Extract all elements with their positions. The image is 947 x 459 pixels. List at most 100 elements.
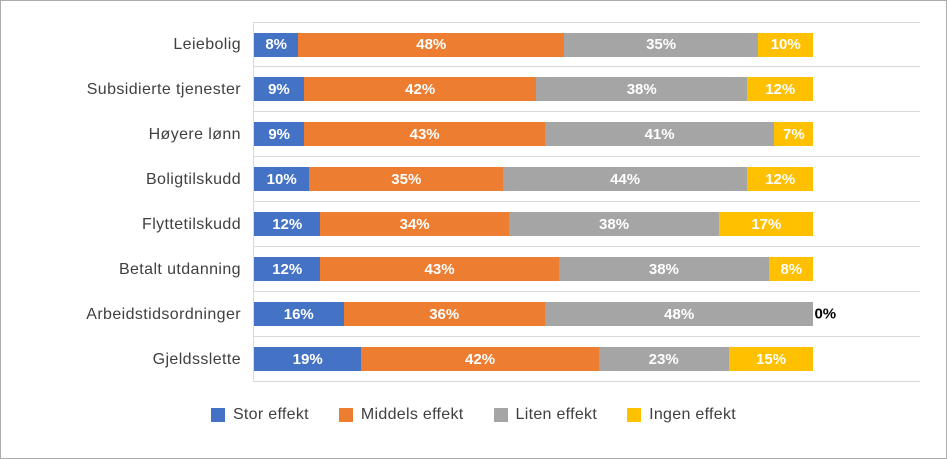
- value-label: 38%: [626, 80, 657, 98]
- legend: Stor effekt Middels effekt Liten effekt Ing…: [1, 406, 946, 424]
- value-label: 41%: [644, 125, 675, 143]
- bar-segment: 42%: [303, 77, 537, 101]
- bar-segment: 35%: [564, 32, 759, 57]
- stacked-bar: 19% 42% 23% 15%: [254, 347, 814, 371]
- value-label: 42%: [465, 350, 496, 368]
- value-label: 48%: [664, 305, 695, 323]
- legend-swatch-icon: [493, 408, 508, 422]
- bar-segment: 7%: [774, 122, 814, 146]
- value-label: 36%: [429, 305, 460, 323]
- stacked-bar: 12% 34% 38% 17%: [254, 212, 814, 236]
- category-label: Subsidierte tjenester: [86, 80, 241, 98]
- bar-segment: 16%: [254, 302, 344, 326]
- value-label-zero: 0%: [814, 305, 837, 323]
- chart-row: Arbeidstidsordninger 16% 36% 48% 0%: [1, 292, 946, 337]
- bar-segment: 10%: [758, 32, 814, 57]
- legend-swatch-icon: [627, 408, 642, 422]
- bar-segment: 42%: [361, 347, 599, 371]
- value-label: 16%: [283, 305, 314, 323]
- bar-track: 10% 35% 44% 12%: [253, 157, 920, 202]
- value-label: 9%: [268, 125, 291, 143]
- value-label: 44%: [610, 170, 641, 188]
- category-label: Boligtilskudd: [145, 170, 241, 188]
- bar-segment: 36%: [343, 302, 545, 326]
- bar-segment: 23%: [598, 347, 729, 371]
- value-label: 9%: [268, 80, 290, 98]
- chart-row: Subsidierte tjenester 9% 42% 38% 12%: [1, 67, 946, 112]
- chart-row: Boligtilskudd 10% 35% 44% 12%: [1, 157, 946, 202]
- value-label: 8%: [780, 260, 803, 278]
- legend-swatch-icon: [338, 408, 353, 422]
- category-label: Leiebolig: [173, 35, 241, 53]
- chart-row: Gjeldsslette 19% 42% 23% 15%: [1, 337, 946, 382]
- value-label: 43%: [424, 260, 455, 278]
- value-label: 19%: [292, 350, 323, 368]
- category-label: Høyere lønn: [148, 125, 241, 143]
- value-label: 10%: [770, 36, 801, 53]
- category-label: Flyttetilskudd: [142, 215, 241, 233]
- chart-row: Høyere lønn 9% 43% 41% 7%: [1, 112, 946, 157]
- value-label: 12%: [765, 80, 796, 98]
- value-label: 12%: [272, 260, 303, 278]
- stacked-bar: 12% 43% 38% 8%: [254, 257, 814, 281]
- bar-track: 16% 36% 48% 0%: [253, 292, 920, 337]
- stacked-bar: 8% 48% 35% 10%: [254, 32, 814, 57]
- stacked-bar: 9% 42% 38% 12%: [254, 77, 814, 101]
- bar-segment: 10%: [254, 167, 310, 191]
- value-label: 34%: [399, 215, 430, 233]
- legend-swatch-icon: [210, 408, 225, 422]
- stacked-bar: 9% 43% 41% 7%: [254, 122, 814, 146]
- value-label: 10%: [266, 170, 297, 188]
- stacked-bar: 16% 36% 48% 0%: [254, 302, 836, 326]
- category-label: Betalt utdanning: [118, 260, 241, 278]
- value-label: 12%: [272, 215, 303, 233]
- bar-track: 19% 42% 23% 15%: [253, 337, 920, 382]
- value-label: 35%: [646, 36, 677, 53]
- bar-track: 12% 43% 38% 8%: [253, 247, 920, 292]
- chart-row: Betalt utdanning 12% 43% 38% 8%: [1, 247, 946, 292]
- legend-item: Stor effekt: [210, 406, 309, 424]
- category-label: Arbeidstidsordninger: [86, 305, 241, 323]
- legend-item: Liten effekt: [493, 406, 598, 424]
- bar-segment: 12%: [746, 77, 814, 101]
- bar-segment: 35%: [309, 167, 504, 191]
- value-label: 23%: [648, 350, 679, 368]
- value-label: 17%: [751, 215, 782, 233]
- bar-segment: 8%: [769, 257, 814, 281]
- bar-segment: 9%: [254, 122, 305, 146]
- stacked-bar: 10% 35% 44% 12%: [254, 167, 814, 191]
- bar-segment: 17%: [719, 212, 814, 236]
- bar-segment: 34%: [320, 212, 509, 236]
- value-label: 38%: [648, 260, 679, 278]
- value-label: 38%: [599, 215, 630, 233]
- bar-segment: 12%: [746, 167, 814, 191]
- bar-segment: 44%: [503, 167, 747, 191]
- chart-row: Flyttetilskudd 12% 34% 38% 17%: [1, 202, 946, 247]
- legend-label: Stor effekt: [232, 406, 309, 423]
- chart-row: Leiebolig 8% 48% 35% 10%: [1, 22, 946, 67]
- category-label: Gjeldsslette: [152, 350, 241, 368]
- bar-segment: 9%: [254, 77, 304, 101]
- bar-track: 8% 48% 35% 10%: [253, 22, 920, 67]
- legend-label: Ingen effekt: [649, 406, 737, 423]
- value-label: 12%: [765, 170, 796, 188]
- bar-track: 9% 43% 41% 7%: [253, 112, 920, 157]
- value-label: 42%: [405, 80, 436, 98]
- bar-track: 12% 34% 38% 17%: [253, 202, 920, 247]
- bar-segment: 12%: [254, 212, 321, 236]
- legend-label: Liten effekt: [515, 406, 598, 423]
- bar-segment: 12%: [254, 257, 321, 281]
- legend-item: Middels effekt: [338, 406, 464, 424]
- bar-segment: 48%: [298, 32, 565, 57]
- bar-segment: 15%: [728, 347, 814, 371]
- bar-segment: 8%: [254, 32, 299, 57]
- bar-segment: 38%: [558, 257, 770, 281]
- bar-track: 9% 42% 38% 12%: [253, 67, 920, 112]
- plot-area: Leiebolig 8% 48% 35% 10% Subsidierte tjeneste…: [1, 22, 946, 382]
- bar-segment: 41%: [544, 122, 775, 146]
- bar-segment: 19%: [254, 347, 362, 371]
- bar-segment: 48%: [544, 302, 814, 326]
- value-label: 8%: [265, 36, 287, 53]
- value-label: 15%: [756, 350, 787, 368]
